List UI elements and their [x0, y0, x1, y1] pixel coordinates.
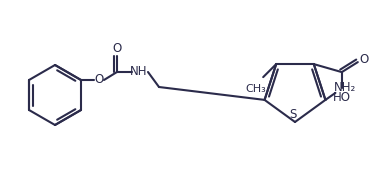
- Text: NH: NH: [130, 66, 148, 78]
- Text: CH₃: CH₃: [246, 84, 267, 94]
- Text: S: S: [289, 108, 297, 122]
- Text: O: O: [94, 74, 104, 87]
- Text: O: O: [359, 53, 368, 66]
- Text: NH₂: NH₂: [334, 81, 356, 94]
- Text: O: O: [112, 42, 121, 55]
- Text: HO: HO: [333, 91, 351, 104]
